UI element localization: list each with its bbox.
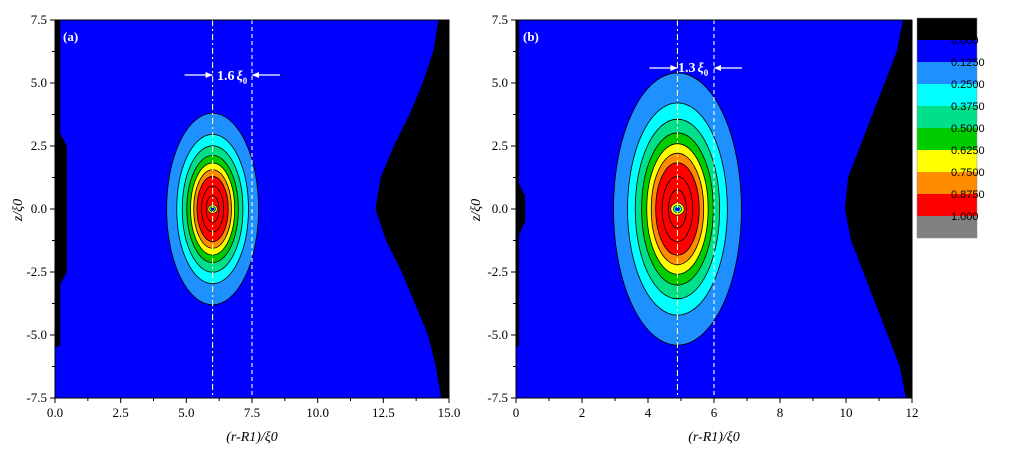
panel-a-plot [55, 20, 449, 398]
panel-b-plot [516, 20, 912, 398]
color-legend: 0.000 0.1250 0.2500 0.3750 0.5000 0.6250 0.750… [916, 17, 985, 239]
x-label-text: (r-R1)/ξ0 [688, 430, 740, 445]
legend-level-label: 0.000 [951, 35, 979, 47]
width-arrowhead-right [252, 72, 259, 78]
width-arrowhead-left [205, 72, 213, 78]
legend-swatch [917, 128, 977, 150]
y-tick-label: 7.5 [492, 12, 508, 27]
panel-a-width-value: 1.6 [217, 69, 235, 84]
y-tick-label: 0.0 [492, 201, 508, 216]
y-tick-label: 7.5 [31, 12, 47, 27]
panel-a-width-subscript: 0 [243, 76, 248, 86]
x-tick-label: 4 [645, 405, 652, 420]
legend-swatch [917, 62, 977, 84]
x-tick-label: 2.5 [113, 405, 129, 420]
width-arrowhead-left [670, 65, 678, 71]
x-tick-label: 12.5 [372, 405, 395, 420]
legend-swatch [917, 194, 977, 216]
x-tick-label: 15.0 [438, 405, 461, 420]
x-tick-label: 12 [906, 405, 919, 420]
x-tick-label: 10 [840, 405, 853, 420]
panel-b: 0 2 4 6 8 10 12 -7.5 -5.0 -2.5 0.0 2.5 5.0 7.5 (b) 1.… [469, 12, 919, 445]
y-label-text: z/ξ0 [469, 199, 484, 222]
outer-black-region [375, 20, 449, 398]
panel-b-width-xi: ξ [698, 61, 705, 76]
x-label-text: (r-R1)/ξ0 [226, 430, 278, 445]
legend-swatch [917, 106, 977, 128]
x-tick-label: 10.0 [306, 405, 329, 420]
panel-b-width-annotation: 1.3 ξ0 [678, 61, 709, 78]
panel-a-width-annotation: 1.6 ξ0 [217, 69, 248, 86]
y-tick-label: -2.5 [26, 264, 47, 279]
x-tick-label: 2 [579, 405, 586, 420]
y-tick-label: -7.5 [487, 390, 508, 405]
y-tick-label: -5.0 [26, 327, 47, 342]
legend-level-label: 0.7500 [951, 167, 985, 179]
y-tick-label: 2.5 [31, 138, 47, 153]
x-tick-label: 0.0 [47, 405, 63, 420]
y-tick-label: -7.5 [26, 390, 47, 405]
legend-swatch [917, 18, 977, 40]
y-tick-label: 5.0 [31, 75, 47, 90]
y-tick-label: 0.0 [31, 201, 47, 216]
legend-level-label: 0.2500 [951, 79, 985, 91]
panel-a-y-axis-label: z/ξ0 [11, 199, 26, 222]
outer-black-region [844, 20, 912, 398]
inner-black-region [516, 20, 526, 398]
panel-b-y-axis-label: z/ξ0 [469, 199, 484, 222]
x-tick-label: 6 [711, 405, 718, 420]
panel-a: 0.0 2.5 5.0 7.5 10.0 12.5 15.0 -7.5 -5.0 -2.5 0.0 2… [11, 12, 460, 445]
legend-swatch [917, 150, 977, 172]
legend-swatch [917, 84, 977, 106]
x-tick-label: 8 [777, 405, 784, 420]
panel-b-width-value: 1.3 [678, 61, 696, 76]
x-tick-label: 5.0 [178, 405, 194, 420]
legend-level-label: 0.3750 [951, 101, 985, 113]
panel-a-label: (a) [63, 29, 78, 44]
x-tick-label: 7.5 [244, 405, 260, 420]
y-tick-label: 2.5 [492, 138, 508, 153]
panel-b-label: (b) [523, 29, 539, 44]
panel-a-x-axis-label: (r-R1)/ξ0 [226, 430, 278, 445]
legend-swatch [917, 216, 977, 238]
y-label-text: z/ξ0 [11, 199, 26, 222]
legend-level-label: 0.8750 [951, 189, 985, 201]
y-tick-label: 5.0 [492, 75, 508, 90]
y-tick-label: -2.5 [487, 264, 508, 279]
panel-b-width-subscript: 0 [704, 68, 709, 78]
panel-a-axes: 0.0 2.5 5.0 7.5 10.0 12.5 15.0 -7.5 -5.0 -2.5 0.0 2… [26, 12, 460, 420]
inner-black-region [55, 20, 67, 398]
legend-swatch [917, 40, 977, 62]
panel-a-width-xi: ξ [237, 69, 244, 84]
vortex-core-ring [210, 207, 215, 211]
legend-level-label: 1.000 [951, 211, 979, 223]
legend-swatch [917, 172, 977, 194]
x-tick-label: 0 [513, 405, 520, 420]
legend-level-label: 0.6250 [951, 145, 985, 157]
legend-level-label: 0.1250 [951, 57, 985, 69]
legend-frame [916, 17, 978, 239]
panel-b-x-axis-label: (r-R1)/ξ0 [688, 430, 740, 445]
legend-level-label: 0.5000 [951, 123, 985, 135]
width-arrowhead-right [714, 65, 721, 71]
y-tick-label: -5.0 [487, 327, 508, 342]
panel-b-axes: 0 2 4 6 8 10 12 -7.5 -5.0 -2.5 0.0 2.5 5.0 7.5 [487, 12, 918, 420]
